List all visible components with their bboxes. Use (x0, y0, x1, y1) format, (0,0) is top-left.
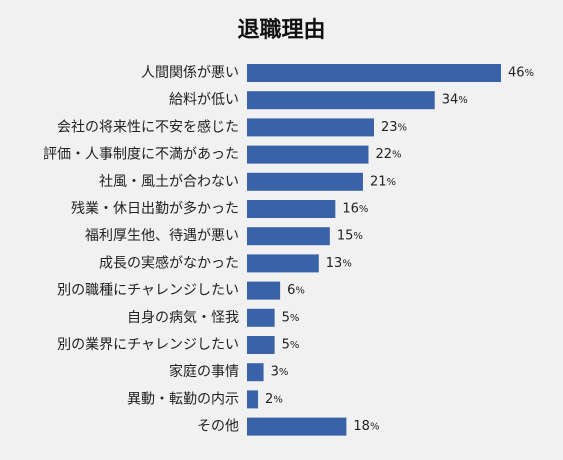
bar (247, 91, 435, 110)
value-label: 22% (375, 147, 401, 162)
value-label: 23% (381, 120, 407, 135)
value-label: 3% (271, 365, 289, 380)
value-label: 34% (442, 93, 468, 108)
value-label: 13% (326, 256, 352, 271)
bar (247, 172, 363, 191)
category-label: 人間関係が悪い (141, 65, 239, 81)
value-label: 2% (265, 392, 283, 407)
bar (247, 390, 259, 409)
category-label: その他 (197, 419, 239, 435)
chart-title: 退職理由 (237, 18, 326, 43)
bar (247, 417, 347, 436)
value-label: 6% (287, 283, 305, 298)
bar (247, 363, 264, 382)
bar (247, 118, 374, 137)
bar (247, 145, 369, 164)
value-label: 16% (342, 202, 368, 217)
bar (247, 281, 281, 300)
category-label: 社風・風土が合わない (99, 174, 239, 190)
value-label: 18% (353, 419, 379, 434)
value-label: 5% (282, 310, 300, 325)
category-label: 残業・休日出勤が多かった (71, 200, 239, 217)
category-label: 別の業界にチャレンジしたい (57, 337, 239, 353)
bar (247, 200, 336, 218)
value-label: 5% (282, 338, 300, 353)
category-label: 異動・転勤の内示 (127, 391, 239, 407)
category-label: 評価・人事制度に不満があった (43, 147, 239, 163)
bar (247, 336, 275, 354)
category-label: 給料が低い (169, 92, 239, 108)
value-label: 21% (370, 174, 396, 189)
category-label: 福利厚生他、待遇が悪い (85, 228, 239, 244)
category-label: 家庭の事情 (169, 363, 239, 380)
bar (247, 254, 319, 273)
bar (247, 227, 330, 246)
bar (247, 308, 275, 327)
category-label: 会社の将来性に不安を感じた (57, 118, 239, 135)
value-label: 46% (508, 66, 534, 81)
category-label: 別の職種にチャレンジしたい (57, 283, 239, 299)
category-label: 自身の病気・怪我 (127, 310, 239, 326)
category-label: 成長の実感がなかった (99, 254, 239, 271)
value-label: 15% (337, 229, 363, 244)
bar (247, 64, 501, 82)
